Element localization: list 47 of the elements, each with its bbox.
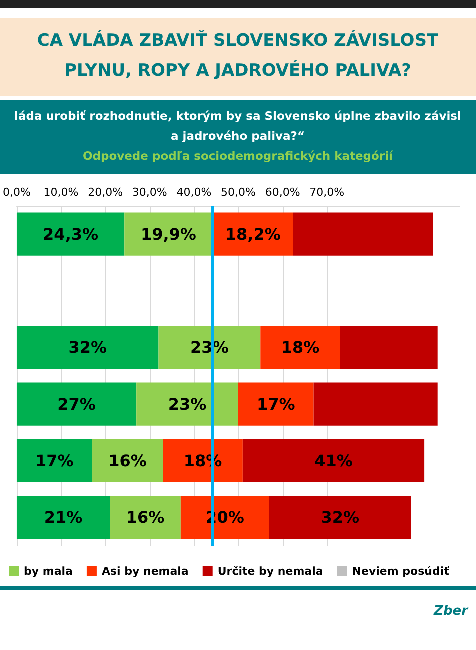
bar <box>16 439 92 483</box>
bar <box>110 496 181 540</box>
bar <box>92 439 164 483</box>
legend-label: by mala <box>24 565 73 578</box>
bar <box>314 382 438 426</box>
data-label: 21% <box>44 508 83 528</box>
bar <box>340 326 438 370</box>
x-tick-label: 0,0% <box>2 186 31 199</box>
title-panel: CA VLÁDA ZBAVIŤ SLOVENSKO ZÁVISLOST PLYNU, ROPY A JADROVÉHO PALIVA? <box>0 18 476 96</box>
data-label: 16% <box>108 452 147 470</box>
data-label: 24,3% <box>43 224 99 244</box>
data-label: 17% <box>256 394 296 414</box>
bar <box>238 382 314 426</box>
data-label: 41% <box>314 452 353 470</box>
data-label: 18% <box>281 338 320 358</box>
legend-label: Neviem posúdiť <box>352 565 450 578</box>
bar <box>16 212 125 256</box>
data-label: 32% <box>321 508 360 528</box>
bar <box>158 326 261 370</box>
x-tick-label: 50,0% <box>221 186 256 199</box>
data-label: 32% <box>68 338 108 358</box>
x-tick-label: 30,0% <box>132 186 168 199</box>
data-label: 23% <box>168 394 207 414</box>
x-tick-label: 10,0% <box>44 186 79 199</box>
bar <box>16 382 137 426</box>
bar <box>16 496 110 540</box>
x-tick-label: 70,0% <box>310 186 345 199</box>
chart-subtitle: láda urobiť rozhodnutie, ktorým by sa Slovensko úplne zbavilo závisl a jadrového paliva?“ <box>14 108 462 145</box>
data-label: 17% <box>35 452 74 470</box>
bar <box>136 382 238 426</box>
bar <box>242 439 425 483</box>
data-label: 16% <box>126 508 165 528</box>
bar <box>16 326 159 370</box>
data-label: 27% <box>58 394 96 414</box>
text: Zber <box>434 604 468 619</box>
x-tick-label: 20,0% <box>88 186 124 199</box>
bar <box>260 326 340 370</box>
chart-title: CA VLÁDA ZBAVIŤ SLOVENSKO ZÁVISLOST PLYNU, ROPY A JADROVÉHO PALIVA? <box>36 29 440 83</box>
data-label: 19,9% <box>140 224 196 244</box>
x-tick-label: 40,0% <box>176 186 212 199</box>
data-label: 18,2% <box>225 224 281 244</box>
bar <box>270 496 412 540</box>
x-tick-label: 60,0% <box>265 186 300 199</box>
legend-label: Asi by nemala <box>102 565 189 578</box>
bar <box>293 212 434 256</box>
legend-label: Určite by nemala <box>218 565 324 578</box>
subtitle-panel: láda urobiť rozhodnutie, ktorým by sa Slovensko úplne zbavilo závisl a jadrového paliva?“ Odpovede podľa sociodemografických kategórií <box>0 100 476 174</box>
